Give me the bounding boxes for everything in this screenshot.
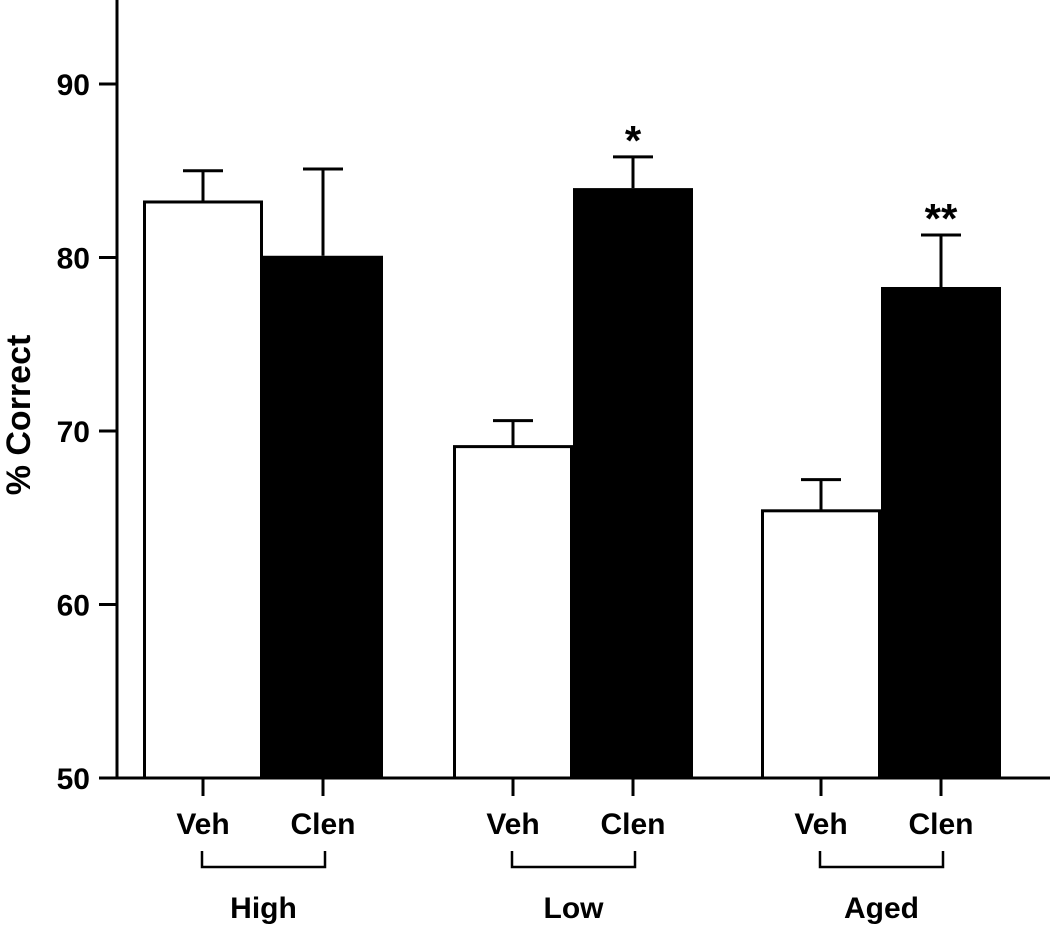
category-label: Veh	[176, 808, 229, 841]
significance-mark: **	[925, 195, 958, 242]
bar-high-veh	[143, 200, 263, 780]
bar-low-veh	[453, 445, 573, 780]
significance-marks: ***	[625, 117, 958, 242]
group-bracket	[200, 851, 327, 869]
bars	[143, 188, 1001, 780]
group-bracket	[510, 851, 637, 869]
category-label: Clen	[908, 808, 973, 841]
x-axis-labels: Veh Clen High Veh Clen Low Veh Clen Aged	[176, 808, 973, 925]
bar-aged-clen	[881, 286, 1001, 778]
y-tick-label: 80	[57, 243, 90, 276]
category-label: Clen	[290, 808, 355, 841]
error-bars	[183, 155, 961, 511]
y-tick-label: 60	[57, 590, 90, 623]
y-tick-label: 90	[57, 69, 90, 102]
bar-low-clen	[573, 188, 693, 779]
group-label-low: Low	[544, 892, 605, 925]
category-label: Veh	[794, 808, 847, 841]
bar-high-clen	[263, 255, 383, 778]
category-label: Veh	[486, 808, 539, 841]
category-label: Clen	[600, 808, 665, 841]
group-bracket	[818, 851, 945, 869]
group-label-high: High	[230, 892, 297, 925]
y-tick-label: 50	[57, 763, 90, 796]
significance-mark: *	[625, 117, 642, 164]
y-tick-label: 70	[57, 416, 90, 449]
bar-aged-veh	[761, 509, 881, 780]
y-axis-title: % Correct	[0, 335, 38, 496]
group-label-aged: Aged	[844, 892, 919, 925]
